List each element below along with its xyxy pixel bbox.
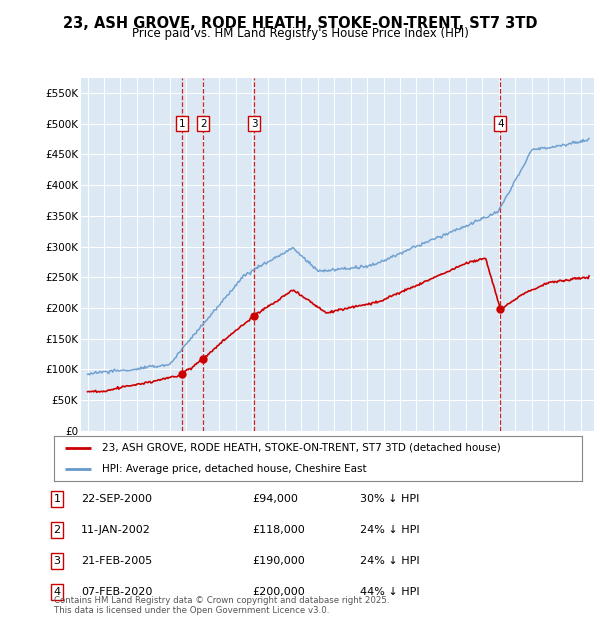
Text: £94,000: £94,000 <box>252 494 298 504</box>
Text: 4: 4 <box>497 118 503 128</box>
Text: 24% ↓ HPI: 24% ↓ HPI <box>360 525 419 535</box>
Text: 23, ASH GROVE, RODE HEATH, STOKE-ON-TRENT, ST7 3TD (detached house): 23, ASH GROVE, RODE HEATH, STOKE-ON-TREN… <box>101 443 500 453</box>
Text: 44% ↓ HPI: 44% ↓ HPI <box>360 587 419 597</box>
Text: 3: 3 <box>251 118 257 128</box>
Text: 1: 1 <box>53 494 61 504</box>
Text: 2: 2 <box>53 525 61 535</box>
Text: 11-JAN-2002: 11-JAN-2002 <box>81 525 151 535</box>
Text: 4: 4 <box>53 587 61 597</box>
Text: 1: 1 <box>178 118 185 128</box>
Text: 30% ↓ HPI: 30% ↓ HPI <box>360 494 419 504</box>
Text: 23, ASH GROVE, RODE HEATH, STOKE-ON-TRENT, ST7 3TD: 23, ASH GROVE, RODE HEATH, STOKE-ON-TREN… <box>63 16 537 30</box>
Text: 24% ↓ HPI: 24% ↓ HPI <box>360 556 419 566</box>
Text: 2: 2 <box>200 118 206 128</box>
Text: £200,000: £200,000 <box>252 587 305 597</box>
Text: HPI: Average price, detached house, Cheshire East: HPI: Average price, detached house, Ches… <box>101 464 366 474</box>
Text: £190,000: £190,000 <box>252 556 305 566</box>
Text: 22-SEP-2000: 22-SEP-2000 <box>81 494 152 504</box>
Text: Price paid vs. HM Land Registry's House Price Index (HPI): Price paid vs. HM Land Registry's House … <box>131 27 469 40</box>
Text: £118,000: £118,000 <box>252 525 305 535</box>
Text: Contains HM Land Registry data © Crown copyright and database right 2025.
This d: Contains HM Land Registry data © Crown c… <box>54 596 389 615</box>
Text: 21-FEB-2005: 21-FEB-2005 <box>81 556 152 566</box>
Text: 3: 3 <box>53 556 61 566</box>
Text: 07-FEB-2020: 07-FEB-2020 <box>81 587 152 597</box>
